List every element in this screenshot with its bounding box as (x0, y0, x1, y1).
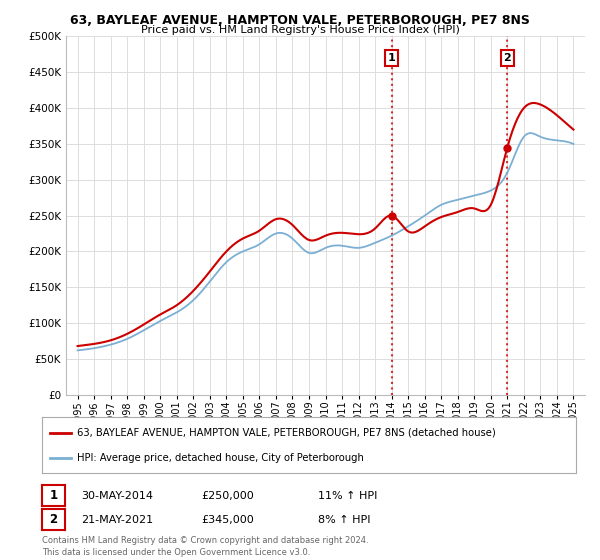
Text: 2: 2 (503, 53, 511, 63)
Text: Contains HM Land Registry data © Crown copyright and database right 2024.
This d: Contains HM Land Registry data © Crown c… (42, 536, 368, 557)
Text: Price paid vs. HM Land Registry's House Price Index (HPI): Price paid vs. HM Land Registry's House … (140, 25, 460, 35)
Text: 63, BAYLEAF AVENUE, HAMPTON VALE, PETERBOROUGH, PE7 8NS (detached house): 63, BAYLEAF AVENUE, HAMPTON VALE, PETERB… (77, 428, 496, 438)
Text: 63, BAYLEAF AVENUE, HAMPTON VALE, PETERBOROUGH, PE7 8NS: 63, BAYLEAF AVENUE, HAMPTON VALE, PETERB… (70, 14, 530, 27)
Text: 30-MAY-2014: 30-MAY-2014 (81, 491, 153, 501)
Text: 21-MAY-2021: 21-MAY-2021 (81, 515, 153, 525)
Text: HPI: Average price, detached house, City of Peterborough: HPI: Average price, detached house, City… (77, 452, 364, 463)
Text: 1: 1 (49, 489, 58, 502)
Text: 8% ↑ HPI: 8% ↑ HPI (318, 515, 371, 525)
Text: 1: 1 (388, 53, 395, 63)
Text: £250,000: £250,000 (201, 491, 254, 501)
Text: 2: 2 (49, 513, 58, 526)
Text: 11% ↑ HPI: 11% ↑ HPI (318, 491, 377, 501)
Text: £345,000: £345,000 (201, 515, 254, 525)
